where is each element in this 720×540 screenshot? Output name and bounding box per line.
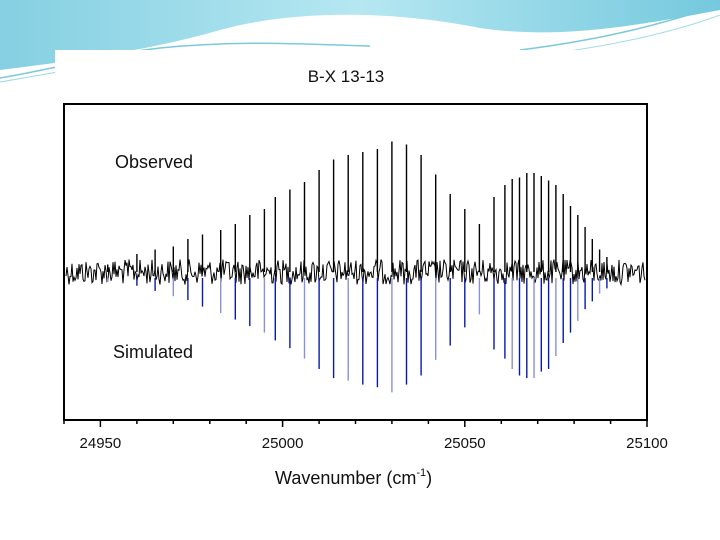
x-axis-label-superscript: -1 [416, 467, 426, 479]
observed-baseline-noise [65, 258, 646, 287]
x-axis-label: Wavenumber (cm-1) [275, 467, 432, 488]
simulated-series [106, 278, 608, 393]
observed-label: Observed [115, 152, 193, 172]
x-tick-label: 24950 [80, 435, 122, 452]
x-tick-label: 25100 [626, 435, 668, 452]
observed-series [65, 141, 646, 287]
x-tick-label: 25000 [262, 435, 304, 452]
x-axis-label-main: Wavenumber (cm [275, 468, 416, 488]
simulated-label: Simulated [113, 342, 193, 362]
x-axis-label-close: ) [426, 468, 432, 488]
chart-title: B-X 13-13 [308, 67, 385, 86]
x-tick-label: 25050 [444, 435, 486, 452]
x-axis-ticks: 24950 25000 25050 25100 [63, 420, 668, 452]
